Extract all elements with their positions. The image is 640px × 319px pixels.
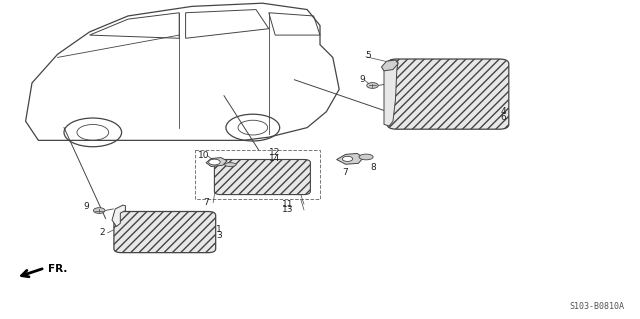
Text: 13: 13 xyxy=(282,205,293,214)
Text: 7: 7 xyxy=(204,198,209,207)
Text: 3: 3 xyxy=(216,231,222,240)
Ellipse shape xyxy=(225,163,236,167)
Text: 5: 5 xyxy=(365,51,371,60)
Text: FR.: FR. xyxy=(48,264,67,274)
Circle shape xyxy=(367,83,378,88)
Text: 4: 4 xyxy=(500,107,506,115)
Text: 10: 10 xyxy=(198,151,210,160)
Bar xyxy=(195,150,320,199)
Polygon shape xyxy=(112,205,125,226)
Text: 9: 9 xyxy=(83,202,89,211)
Text: 7: 7 xyxy=(342,168,348,177)
FancyBboxPatch shape xyxy=(114,211,216,253)
Polygon shape xyxy=(337,153,364,164)
Text: 11: 11 xyxy=(282,200,293,209)
Text: S103-B0810A: S103-B0810A xyxy=(569,302,624,311)
Polygon shape xyxy=(206,158,227,167)
Text: 12: 12 xyxy=(269,148,280,157)
Ellipse shape xyxy=(359,154,373,160)
FancyBboxPatch shape xyxy=(387,59,509,129)
Circle shape xyxy=(342,156,353,161)
Circle shape xyxy=(209,159,220,165)
Text: 9: 9 xyxy=(360,75,365,84)
Polygon shape xyxy=(381,60,398,71)
Polygon shape xyxy=(384,61,398,126)
Text: 2: 2 xyxy=(99,228,105,237)
Text: 14: 14 xyxy=(269,154,280,163)
Text: 8: 8 xyxy=(370,163,376,172)
Circle shape xyxy=(93,208,105,213)
FancyBboxPatch shape xyxy=(214,160,310,195)
Text: 6: 6 xyxy=(500,113,506,122)
Text: 1: 1 xyxy=(216,225,222,234)
